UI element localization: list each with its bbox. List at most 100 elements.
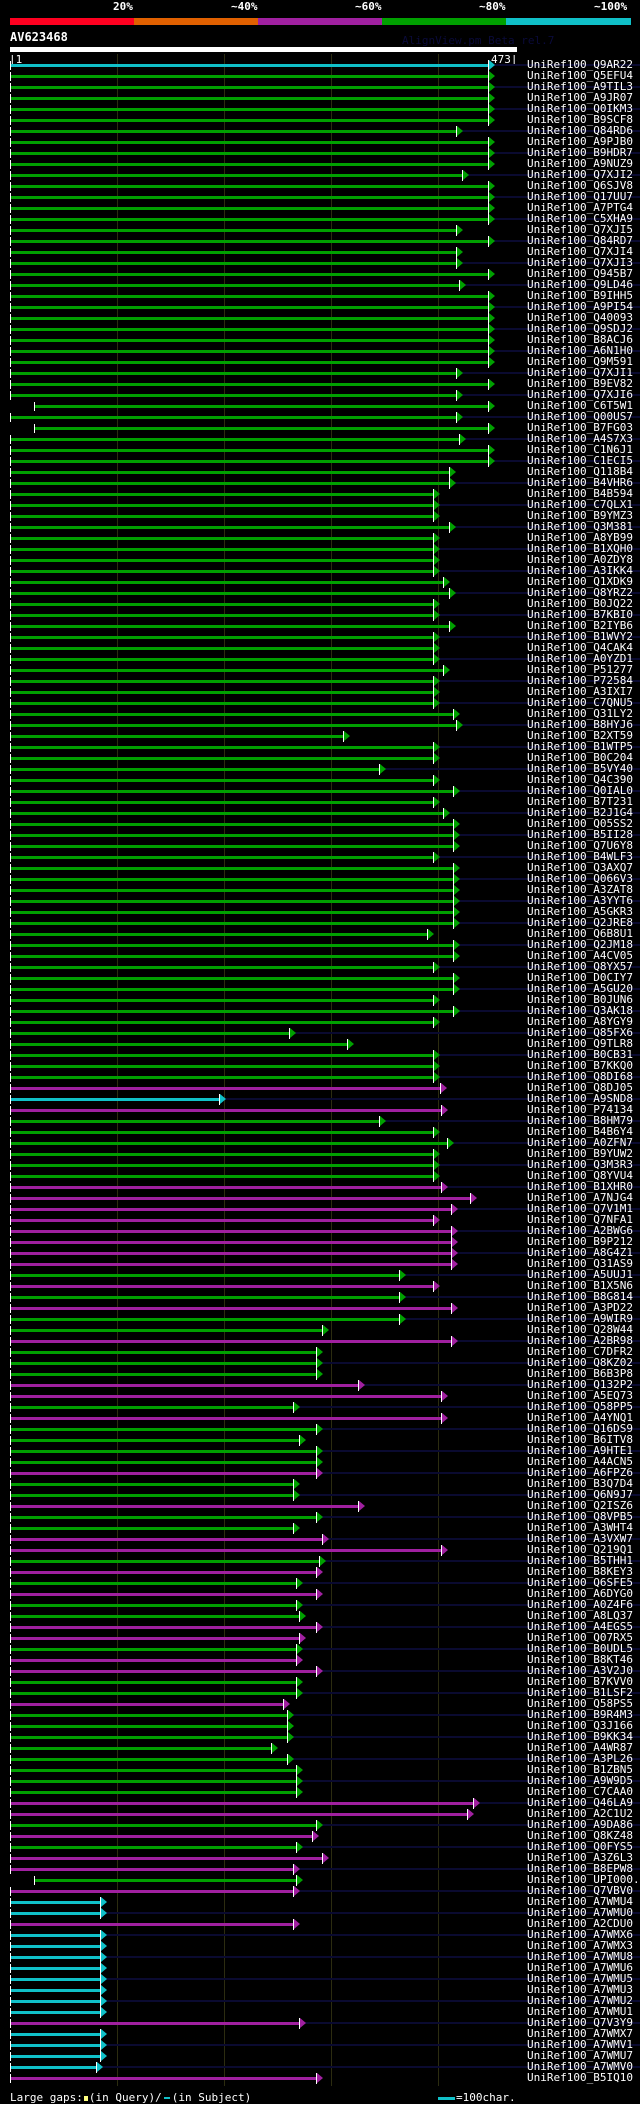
- hit-label[interactable]: UniRef100_A7WMU1: [527, 2005, 633, 2018]
- hit-bar[interactable]: [11, 1659, 297, 1662]
- hit-label[interactable]: UniRef100_A7WMU5: [527, 1972, 633, 1985]
- hit-bar[interactable]: [11, 1978, 100, 1981]
- hit-label[interactable]: UniRef100_Q40093: [527, 311, 633, 324]
- hit-label[interactable]: UniRef100_A6FPZ6: [527, 1466, 633, 1479]
- hit-label[interactable]: UniRef100_Q0FYS5: [527, 1840, 633, 1853]
- hit-label[interactable]: UniRef100_B9R4M3: [527, 1708, 633, 1721]
- hit-label[interactable]: UniRef100_Q9M591: [527, 355, 633, 368]
- hit-bar[interactable]: [11, 1527, 293, 1530]
- hit-bar[interactable]: [11, 790, 453, 793]
- hit-label[interactable]: UniRef100_A8YGY9: [527, 1015, 633, 1028]
- hit-label[interactable]: UniRef100_A5UUJ1: [527, 1268, 633, 1281]
- hit-label[interactable]: UniRef100_Q9LD46: [527, 278, 633, 291]
- hit-label[interactable]: UniRef100_Q066V3: [527, 872, 633, 885]
- hit-bar[interactable]: [11, 1285, 433, 1288]
- hit-label[interactable]: UniRef100_B1WTP5: [527, 740, 633, 753]
- hit-bar[interactable]: [11, 1241, 451, 1244]
- hit-label[interactable]: UniRef100_B0UDL5: [527, 1642, 633, 1655]
- hit-label[interactable]: UniRef100_A9DA86: [527, 1818, 633, 1831]
- hit-label[interactable]: UniRef100_Q7XJI6: [527, 388, 633, 401]
- hit-bar[interactable]: [11, 185, 489, 188]
- hit-label[interactable]: UniRef100_Q84RD7: [527, 234, 633, 247]
- hit-bar[interactable]: [11, 1923, 293, 1926]
- hit-bar[interactable]: [11, 977, 453, 980]
- hit-bar[interactable]: [11, 1263, 451, 1266]
- hit-label[interactable]: UniRef100_A3IKK4: [527, 564, 633, 577]
- hit-label[interactable]: UniRef100_B8KEY3: [527, 1565, 633, 1578]
- hit-bar[interactable]: [11, 1373, 316, 1376]
- hit-bar[interactable]: [11, 1219, 433, 1222]
- hit-label[interactable]: UniRef100_A9JR07: [527, 91, 633, 104]
- hit-label[interactable]: UniRef100_A7WMU2: [527, 1994, 633, 2007]
- hit-bar[interactable]: [11, 163, 489, 166]
- hit-bar[interactable]: [11, 438, 460, 441]
- hit-label[interactable]: UniRef100_Q6N9J7: [527, 1488, 633, 1501]
- hit-bar[interactable]: [11, 1560, 319, 1563]
- hit-bar[interactable]: [11, 449, 489, 452]
- hit-bar[interactable]: [11, 1076, 433, 1079]
- hit-label[interactable]: UniRef100_C5XHA9: [527, 212, 633, 225]
- hit-label[interactable]: UniRef100_Q8DI68: [527, 1070, 633, 1083]
- hit-bar[interactable]: [11, 845, 453, 848]
- hit-bar[interactable]: [11, 702, 433, 705]
- hit-bar[interactable]: [11, 2022, 300, 2025]
- hit-label[interactable]: UniRef100_B0CB31: [527, 1048, 633, 1061]
- hit-label[interactable]: UniRef100_A7PTG4: [527, 201, 633, 214]
- hit-bar[interactable]: [11, 1417, 442, 1420]
- hit-bar[interactable]: [11, 1582, 297, 1585]
- hit-bar[interactable]: [11, 537, 433, 540]
- hit-bar[interactable]: [11, 1714, 287, 1717]
- hit-label[interactable]: UniRef100_C1N6J1: [527, 443, 633, 456]
- hit-bar[interactable]: [11, 1406, 293, 1409]
- hit-label[interactable]: UniRef100_A2BWG6: [527, 1224, 633, 1237]
- hit-label[interactable]: UniRef100_A9WIR9: [527, 1312, 633, 1325]
- hit-label[interactable]: UniRef100_Q84RD6: [527, 124, 633, 137]
- hit-label[interactable]: UniRef100_Q3M3R3: [527, 1158, 633, 1171]
- hit-bar[interactable]: [11, 1032, 289, 1035]
- hit-bar[interactable]: [11, 988, 453, 991]
- hit-label[interactable]: UniRef100_Q7XJI4: [527, 245, 633, 258]
- hit-label[interactable]: UniRef100_B6ITV8: [527, 1433, 633, 1446]
- hit-label[interactable]: UniRef100_Q8YVU4: [527, 1169, 633, 1182]
- hit-label[interactable]: UniRef100_A3PL26: [527, 1752, 633, 1765]
- hit-bar[interactable]: [11, 1329, 322, 1332]
- hit-bar[interactable]: [11, 1538, 322, 1541]
- hit-label[interactable]: UniRef100_B1WVY2: [527, 630, 633, 643]
- hit-label[interactable]: UniRef100_A9SND8: [527, 1092, 633, 1105]
- hit-label[interactable]: UniRef100_Q7XJI3: [527, 256, 633, 269]
- hit-bar[interactable]: [11, 900, 453, 903]
- hit-bar[interactable]: [11, 1670, 316, 1673]
- hit-label[interactable]: UniRef100_A9W9D5: [527, 1774, 633, 1787]
- hit-label[interactable]: UniRef100_A8YB99: [527, 531, 633, 544]
- hit-bar[interactable]: [11, 350, 489, 353]
- hit-bar[interactable]: [11, 1747, 272, 1750]
- hit-bar[interactable]: [11, 1868, 293, 1871]
- hit-bar[interactable]: [11, 526, 449, 529]
- hit-bar[interactable]: [11, 933, 428, 936]
- hit-label[interactable]: UniRef100_Q219Q1: [527, 1543, 633, 1556]
- hit-bar[interactable]: [11, 196, 489, 199]
- hit-label[interactable]: UniRef100_Q9TLR8: [527, 1037, 633, 1050]
- hit-bar[interactable]: [11, 1791, 297, 1794]
- hit-label[interactable]: UniRef100_B9SCF8: [527, 113, 633, 126]
- hit-bar[interactable]: [11, 1824, 316, 1827]
- hit-label[interactable]: UniRef100_B4B6Y4: [527, 1125, 633, 1138]
- hit-bar[interactable]: [11, 1956, 100, 1959]
- hit-label[interactable]: UniRef100_Q17UU7: [527, 190, 633, 203]
- hit-label[interactable]: UniRef100_Q07RX5: [527, 1631, 633, 1644]
- hit-label[interactable]: UniRef100_A4EGS5: [527, 1620, 633, 1633]
- hit-label[interactable]: UniRef100_B2J1G4: [527, 806, 633, 819]
- hit-label[interactable]: UniRef100_B7T231: [527, 795, 633, 808]
- hit-bar[interactable]: [11, 1362, 316, 1365]
- hit-label[interactable]: UniRef100_B9EV82: [527, 377, 633, 390]
- hit-bar[interactable]: [11, 1626, 316, 1629]
- hit-bar[interactable]: [11, 680, 433, 683]
- hit-label[interactable]: UniRef100_B9P212: [527, 1235, 633, 1248]
- hit-label[interactable]: UniRef100_Q4C390: [527, 773, 633, 786]
- hit-label[interactable]: UniRef100_A3IXI7: [527, 685, 633, 698]
- hit-label[interactable]: UniRef100_B8G814: [527, 1290, 633, 1303]
- hit-label[interactable]: UniRef100_A4ACN5: [527, 1455, 633, 1468]
- hit-bar[interactable]: [11, 1230, 451, 1233]
- hit-bar[interactable]: [11, 1274, 400, 1277]
- hit-label[interactable]: UniRef100_Q0IAL0: [527, 784, 633, 797]
